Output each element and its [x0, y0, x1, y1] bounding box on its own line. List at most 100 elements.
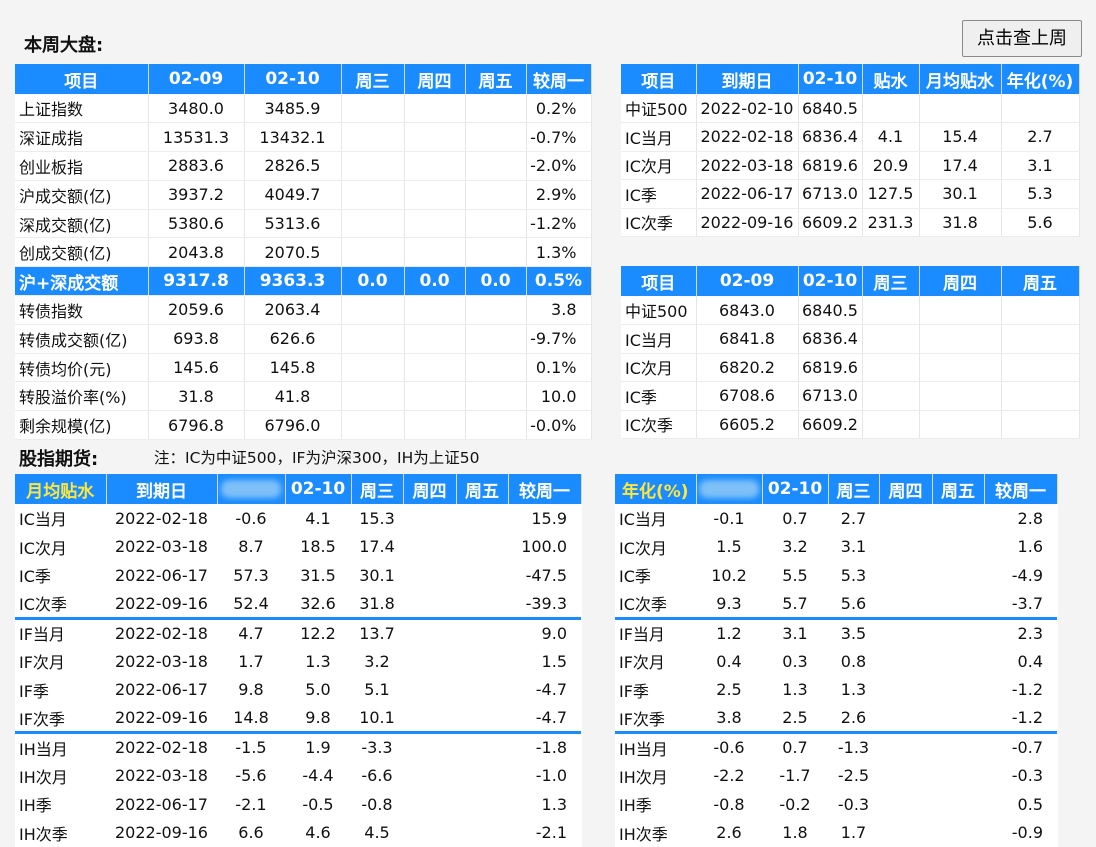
cell-value: 41.8	[244, 381, 342, 412]
cell-value	[404, 237, 466, 268]
cell-value: 2043.8	[148, 237, 245, 268]
expiry-header-cell: 到期日	[696, 64, 799, 94]
cell-value: 31.5	[300, 565, 336, 585]
cell-value	[465, 410, 527, 441]
cell-value	[1001, 353, 1080, 382]
cell-value: 5.5	[782, 565, 808, 585]
cell-value: 6840.5	[798, 94, 863, 123]
cell-value: 13.7	[351, 616, 403, 647]
cell-value	[862, 94, 920, 123]
cell-value	[404, 94, 466, 124]
table-row: IC次月 2022-03-18 8.7 18.5 17.4 100.0	[15, 533, 581, 562]
cell-value: 1.7	[238, 651, 264, 671]
row-label: 转股溢价率(%)	[15, 381, 149, 412]
table-row: IC次季 2022-09-16 52.4 32.6 31.8 -39.3	[15, 590, 581, 619]
monthly-header-cell: 周五	[456, 474, 509, 504]
redacted-date-header	[221, 480, 281, 498]
cell-value: 2022-06-17	[115, 565, 208, 585]
cell-value: -0.6	[696, 731, 762, 762]
cell-value: 9363.3	[244, 266, 342, 297]
cell-value: 100.0	[521, 537, 567, 557]
cell-value	[456, 590, 508, 619]
cell-value	[341, 94, 405, 124]
cell-value	[404, 209, 466, 239]
cell-value: 5380.6	[148, 209, 245, 239]
cell-value: 9.3	[716, 593, 742, 613]
cell-value: 5.3	[1001, 179, 1080, 209]
table-row: 剩余规模(亿) 6796.8 6796.0 -0.0%	[15, 410, 592, 441]
annual-header-cell: 周四	[879, 474, 933, 504]
expiry-header-cell: 贴水	[862, 64, 920, 94]
monthly-header-cell: 月均贴水	[15, 474, 107, 504]
row-label: IF次季	[619, 709, 665, 729]
cell-value	[341, 209, 405, 239]
row-label: IC当月	[19, 510, 67, 530]
row-label: IH次季	[19, 824, 68, 844]
cell-value	[403, 731, 456, 762]
table-row: IF季 2.5 1.3 1.3 -1.2	[615, 676, 1057, 705]
cell-value	[403, 533, 456, 562]
cell-value: 3.1	[762, 616, 828, 647]
monthly-header-cell	[217, 474, 286, 504]
cell-value: 2022-09-16	[115, 593, 208, 613]
table-row: 转债成交额(亿) 693.8 626.6 -9.7%	[15, 324, 592, 354]
row-label: 转债均价(元)	[15, 353, 149, 383]
cell-value: -6.6	[361, 766, 393, 786]
cell-value: 2.3	[984, 616, 1057, 647]
table-row: IC当月 2022-02-18 -0.6 4.1 15.3 15.9	[15, 504, 581, 533]
cell-value	[465, 151, 527, 181]
market-header-cell: 项目	[15, 64, 149, 94]
cell-value	[404, 122, 466, 153]
cell-value	[341, 353, 405, 383]
cell-value	[465, 180, 527, 210]
cell-value: 0.4	[1017, 651, 1043, 671]
row-label: IC当月	[621, 324, 697, 354]
cell-value	[932, 590, 984, 619]
cell-value	[1001, 324, 1080, 354]
cell-value	[341, 122, 405, 153]
cell-value: 3.5	[828, 616, 879, 647]
futures-note: 注：IC为中证500，IF为沪深300，IH为上证50	[154, 449, 480, 467]
monthly-header-cell: 较周一	[508, 474, 582, 504]
cell-value: 0.5%	[526, 266, 592, 297]
cell-value: 4.1	[305, 508, 331, 528]
cell-value	[456, 676, 508, 705]
cell-value: 15.9	[531, 508, 567, 528]
table-row: IF季 2022-06-17 9.8 5.0 5.1 -4.7	[15, 676, 581, 705]
cell-value: -0.5	[302, 794, 334, 814]
cell-value: 2.7	[1001, 122, 1080, 152]
cell-value	[404, 353, 466, 383]
cell-value: 2022-02-18	[106, 616, 217, 647]
cell-value: 13432.1	[244, 122, 342, 153]
cell-value	[403, 761, 456, 790]
market-table: 项目 02-09 02-10 周三 周四 周五 较周一 上证指数 3480.0 3485.9 0.…	[15, 64, 592, 441]
query-last-week-button[interactable]: 点击查上周	[962, 20, 1082, 57]
cell-value	[465, 324, 527, 354]
monthly-header-cell: 02-10	[285, 474, 352, 504]
cell-value: 5.7	[782, 593, 808, 613]
row-label: IC次季	[621, 208, 697, 237]
table-row: 深成交额(亿) 5380.6 5313.6 -1.2%	[15, 209, 592, 239]
cell-value: 2022-02-18	[696, 122, 799, 152]
page-title: 本周大盘:	[24, 35, 104, 56]
table-row: 创成交额(亿) 2043.8 2070.5 1.3%	[15, 237, 592, 268]
cell-value: -0.2	[779, 794, 811, 814]
monthly-header-cell: 到期日	[106, 474, 218, 504]
table-row: IC次季 9.3 5.7 5.6 -3.7	[615, 590, 1057, 619]
cell-value	[465, 295, 527, 325]
cell-value: 4.7	[217, 616, 285, 647]
monthly-header-cell: 周三	[351, 474, 404, 504]
cell-value: 2022-09-16	[115, 708, 208, 728]
row-label: 沪成交额(亿)	[15, 180, 149, 210]
cell-value: 3.8	[526, 295, 592, 325]
cell-value: 231.3	[862, 208, 920, 237]
cell-value	[1001, 381, 1080, 411]
cell-value: 3.1	[840, 537, 867, 557]
cell-value: 0.2%	[526, 94, 592, 124]
cell-value: 2022-06-17	[115, 794, 208, 814]
cell-value: 1.6	[1017, 537, 1043, 557]
cell-value: 2883.6	[148, 151, 245, 181]
cell-value	[932, 704, 984, 733]
cell-value: -1.3	[828, 731, 879, 762]
cell-value: 31.8	[359, 593, 395, 613]
